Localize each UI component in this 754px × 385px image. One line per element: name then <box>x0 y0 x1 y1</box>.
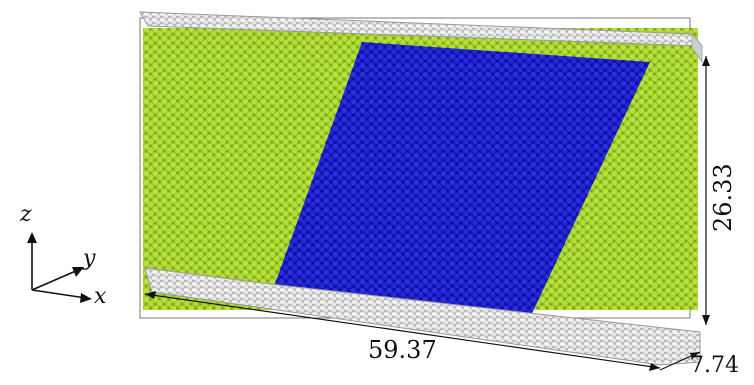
length-label: 59.37 <box>368 336 437 364</box>
top-wall-end <box>691 32 703 64</box>
length-dimension-line <box>144 293 661 369</box>
height-arrow-top <box>702 56 710 66</box>
y-axis-label: y <box>83 246 96 271</box>
length-arrow-right <box>649 363 660 371</box>
height-label: 26.33 <box>709 163 737 232</box>
axis-triad <box>27 232 92 303</box>
x-axis-arrow <box>31 289 87 299</box>
x-axis-label: x <box>94 284 107 309</box>
depth-arrow <box>690 352 700 359</box>
bottom-wall <box>144 267 701 366</box>
y-axis-arrow <box>31 269 79 291</box>
y-axis-head <box>72 267 84 277</box>
depth-label: 7.74 <box>690 353 739 378</box>
length-arrow-left <box>145 291 156 299</box>
x-axis-head <box>80 293 92 303</box>
height-arrow-bottom <box>702 315 710 325</box>
z-axis-label: z <box>20 202 32 227</box>
z-axis-head <box>27 232 37 243</box>
blue-phase-region <box>272 42 650 322</box>
